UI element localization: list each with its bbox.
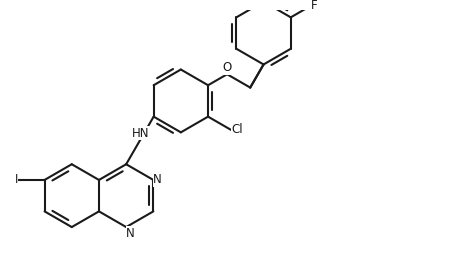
Text: N: N	[126, 227, 135, 240]
Text: HN: HN	[132, 127, 149, 140]
Text: I: I	[14, 174, 18, 186]
Text: N: N	[153, 174, 162, 186]
Text: Cl: Cl	[231, 123, 243, 137]
Text: O: O	[223, 61, 232, 74]
Text: F: F	[311, 0, 318, 12]
